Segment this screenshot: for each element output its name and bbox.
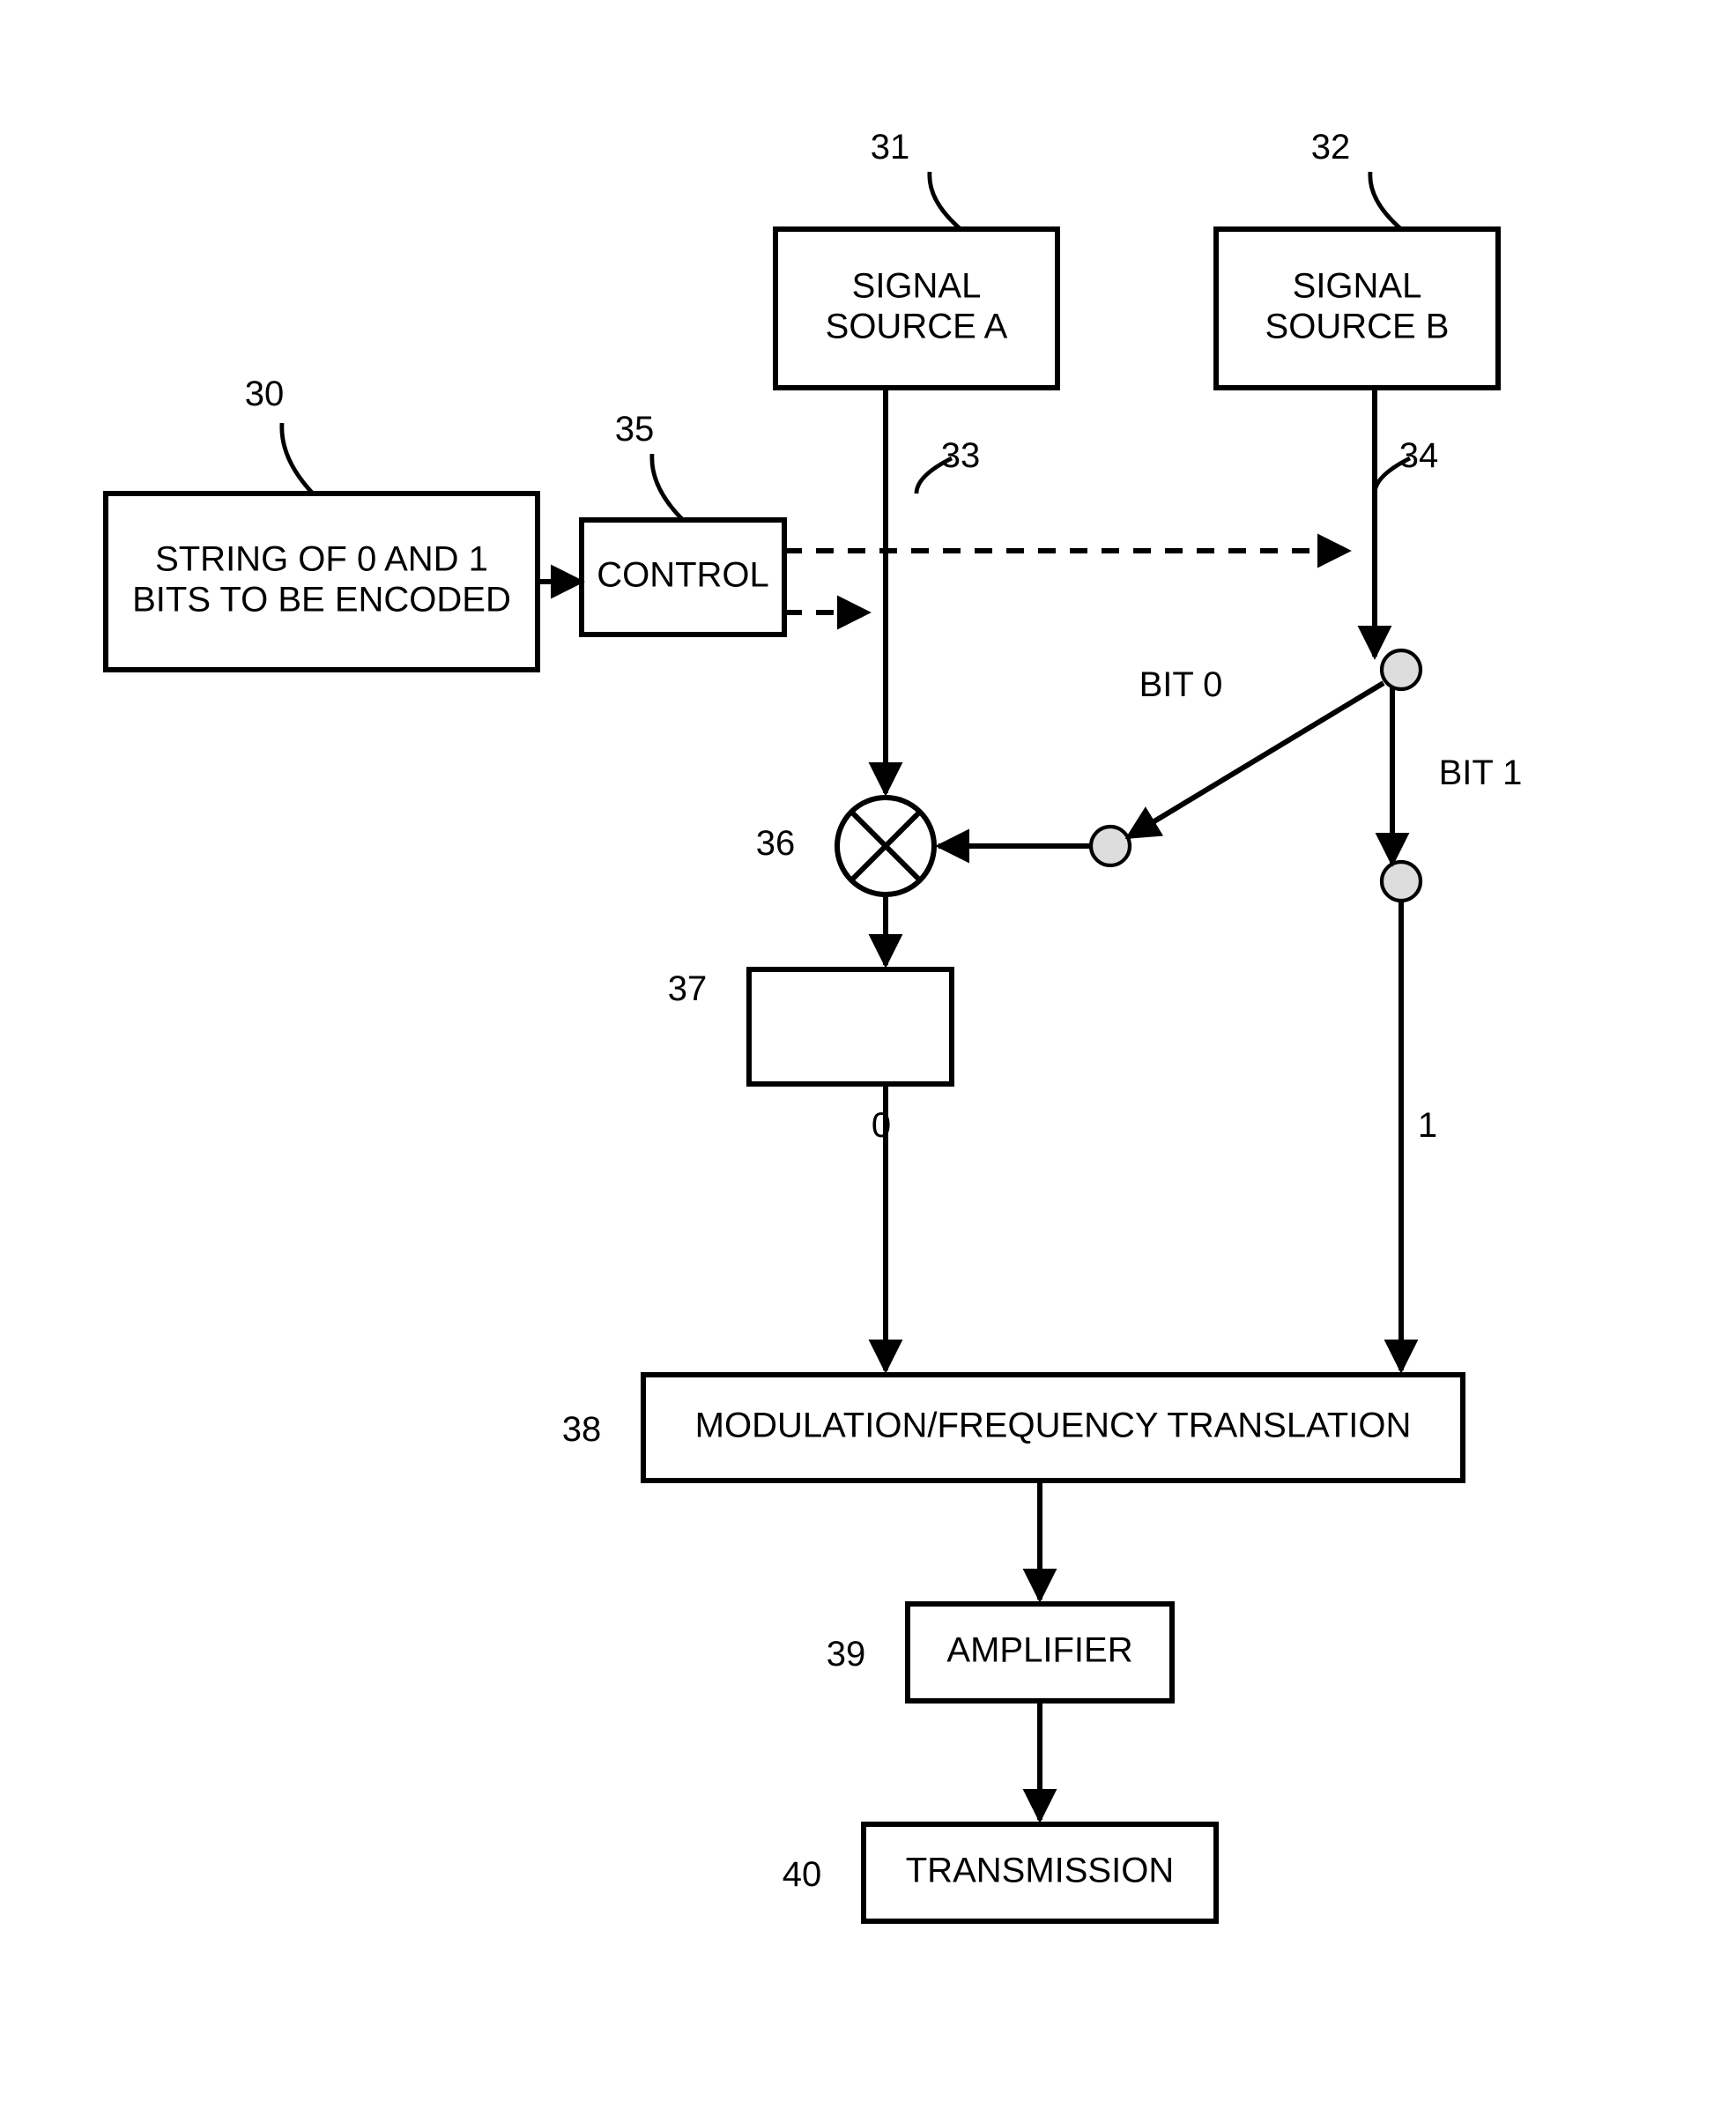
node-n37 [749, 969, 952, 1084]
node-label: BITS TO BE ENCODED [132, 581, 511, 620]
label-one: 1 [1418, 1106, 1437, 1145]
label-zero: 0 [872, 1106, 891, 1145]
node-n40: TRANSMISSION [864, 1824, 1216, 1921]
node-label: SIGNAL [852, 267, 982, 306]
label-bit0: BIT 0 [1139, 665, 1223, 704]
edge-sw_to_mix_a [1128, 683, 1384, 837]
switch-node-down [1382, 862, 1421, 901]
node-label: MODULATION/FREQUENCY TRANSLATION [695, 1407, 1412, 1445]
node-n32: SIGNALSOURCE B [1216, 229, 1498, 388]
node-label: TRANSMISSION [906, 1852, 1174, 1890]
switch-node-top [1382, 650, 1421, 689]
node-label: STRING OF 0 AND 1 [155, 540, 488, 579]
refnum-39: 39 [827, 1635, 866, 1674]
node-n31: SIGNALSOURCE A [775, 229, 1057, 388]
mixer-node [837, 798, 934, 894]
refnum-lead-30 [282, 423, 313, 494]
label-bit1: BIT 1 [1439, 753, 1523, 792]
refnum-lead-32 [1370, 172, 1401, 229]
refnum-37: 37 [668, 969, 708, 1008]
node-n38: MODULATION/FREQUENCY TRANSLATION [643, 1375, 1463, 1481]
refnum-38: 38 [562, 1410, 602, 1449]
node-label: SOURCE A [826, 308, 1008, 346]
switch-node-left [1091, 827, 1130, 865]
node-n39: AMPLIFIER [908, 1604, 1172, 1701]
node-n35: CONTROL [582, 520, 784, 635]
refnum-lead-35 [652, 454, 683, 520]
refnum-36: 36 [756, 824, 796, 863]
refnum-34: 34 [1399, 436, 1439, 475]
refnum-40: 40 [783, 1855, 822, 1894]
refnum-32: 32 [1311, 128, 1351, 167]
refnum-31: 31 [871, 128, 910, 167]
node-label: SIGNAL [1293, 267, 1422, 306]
node-n30: STRING OF 0 AND 1BITS TO BE ENCODED [106, 494, 538, 670]
refnum-33: 33 [941, 436, 981, 475]
node-label: AMPLIFIER [946, 1631, 1132, 1670]
refnum-30: 30 [245, 375, 285, 413]
refnum-35: 35 [615, 410, 655, 449]
refnum-lead-31 [930, 172, 961, 229]
node-label: CONTROL [597, 556, 769, 595]
node-label: SOURCE B [1265, 308, 1450, 346]
